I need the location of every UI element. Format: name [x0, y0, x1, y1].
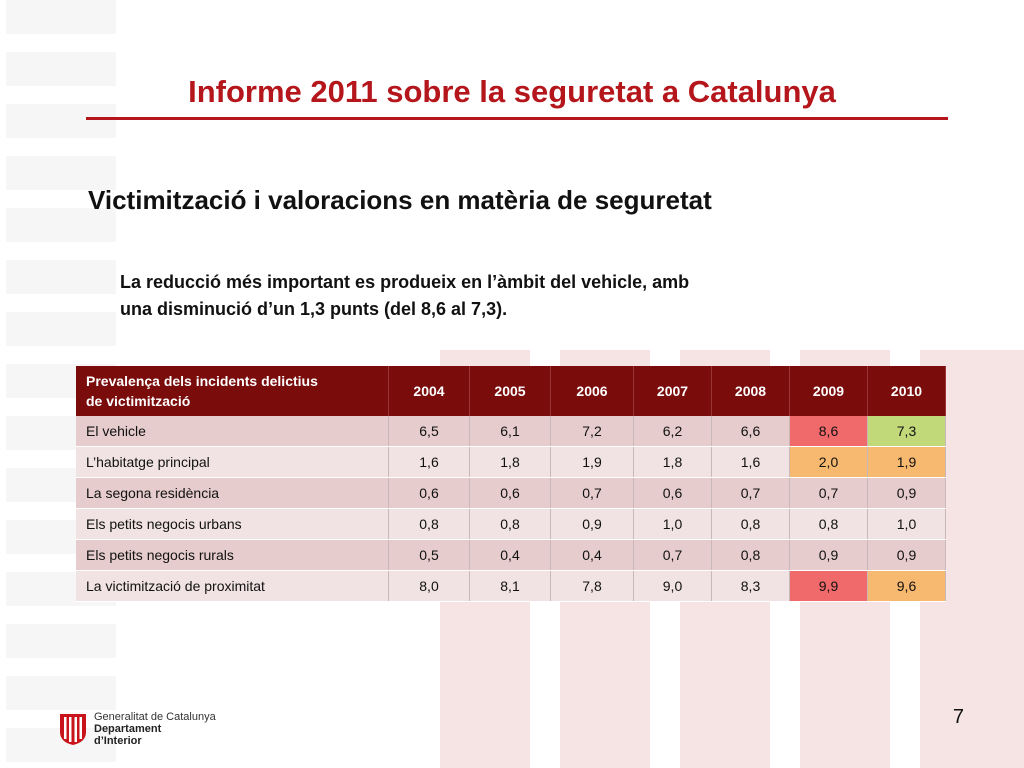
title-divider — [86, 117, 948, 120]
value-cell-2006: 0,9 — [550, 508, 634, 540]
lead-line-2: una disminució d’un 1,3 punts (del 8,6 a… — [120, 299, 508, 319]
lead-line-1: La reducció més important es produeix en… — [120, 272, 690, 292]
org-line-2: Departament — [94, 723, 162, 735]
value-cell-2004: 8,0 — [388, 570, 470, 602]
value-cell-2008: 6,6 — [711, 416, 790, 447]
org-line-1: Generalitat de Catalunya — [94, 711, 216, 723]
organization-name: Generalitat de Catalunya Departament d’I… — [94, 711, 216, 747]
year-header-2010: 2010 — [867, 366, 946, 416]
generalitat-logo-icon — [60, 714, 86, 745]
value-cell-2005: 6,1 — [469, 416, 551, 447]
value-cell-2009: 9,9 — [789, 570, 868, 602]
value-cell-2004: 6,5 — [388, 416, 470, 447]
header-line-2: de victimització — [86, 393, 191, 409]
value-cell-2010: 0,9 — [867, 477, 946, 509]
year-header-2005: 2005 — [469, 366, 551, 416]
value-cell-2008: 0,7 — [711, 477, 790, 509]
year-header-2008: 2008 — [711, 366, 790, 416]
value-cell-2007: 9,0 — [633, 570, 712, 602]
row-label: Els petits negocis rurals — [76, 539, 389, 571]
value-cell-2006: 0,7 — [550, 477, 634, 509]
slide-subtitle: Victimització i valoracions en matèria d… — [88, 185, 712, 215]
footer-logo: Generalitat de Catalunya Departament d’I… — [58, 711, 216, 747]
value-cell-2009: 8,6 — [789, 416, 868, 447]
value-cell-2005: 1,8 — [469, 446, 551, 478]
value-cell-2004: 1,6 — [388, 446, 470, 478]
value-cell-2010: 1,0 — [867, 508, 946, 540]
value-cell-2007: 6,2 — [633, 416, 712, 447]
value-cell-2008: 8,3 — [711, 570, 790, 602]
value-cell-2007: 0,6 — [633, 477, 712, 509]
table-row: Els petits negocis rurals 0,5 0,4 0,4 0,7 0,8… — [76, 539, 946, 571]
value-cell-2004: 0,8 — [388, 508, 470, 540]
value-cell-2005: 0,6 — [469, 477, 551, 509]
value-cell-2006: 7,8 — [550, 570, 634, 602]
value-cell-2010: 0,9 — [867, 539, 946, 571]
value-cell-2007: 1,0 — [633, 508, 712, 540]
org-line-3: d’Interior — [94, 735, 142, 747]
value-cell-2006: 7,2 — [550, 416, 634, 447]
row-label: El vehicle — [76, 416, 389, 447]
value-cell-2009: 0,8 — [789, 508, 868, 540]
slide-title: Informe 2011 sobre la seguretat a Catalu… — [188, 74, 836, 109]
value-cell-2009: 0,9 — [789, 539, 868, 571]
table-row: El vehicle 6,5 6,1 7,2 6,2 6,6 8,6 7,3 — [76, 416, 946, 447]
row-label: Els petits negocis urbans — [76, 508, 389, 540]
page-number: 7 — [952, 706, 964, 728]
year-header-2004: 2004 — [388, 366, 470, 416]
value-cell-2008: 0,8 — [711, 539, 790, 571]
year-header-2006: 2006 — [550, 366, 634, 416]
value-cell-2008: 0,8 — [711, 508, 790, 540]
value-cell-2005: 0,4 — [469, 539, 551, 571]
year-header-2007: 2007 — [633, 366, 712, 416]
header-line-1: Prevalença dels incidents delictius — [86, 373, 318, 389]
table-row: La victimització de proximitat 8,0 8,1 7,8 9… — [76, 570, 946, 602]
value-cell-2004: 0,6 — [388, 477, 470, 509]
value-cell-2010: 1,9 — [867, 446, 946, 478]
value-cell-2010: 7,3 — [867, 416, 946, 447]
table-header-label: Prevalença dels incidents delictius de v… — [76, 366, 389, 416]
value-cell-2010: 9,6 — [867, 570, 946, 602]
value-cell-2007: 1,8 — [633, 446, 712, 478]
value-cell-2009: 2,0 — [789, 446, 868, 478]
year-header-2009: 2009 — [789, 366, 868, 416]
value-cell-2005: 0,8 — [469, 508, 551, 540]
value-cell-2004: 0,5 — [388, 539, 470, 571]
table-row: La segona residència 0,6 0,6 0,7 0,6 0,7 0,7 0,… — [76, 477, 946, 509]
value-cell-2005: 8,1 — [469, 570, 551, 602]
table-row: L’habitatge principal 1,6 1,8 1,9 1,8 1,6 2,0 1… — [76, 446, 946, 478]
victimization-table: Prevalença dels incidents delictius de v… — [76, 366, 946, 602]
row-label: La victimització de proximitat — [76, 570, 389, 602]
table-row: Els petits negocis urbans 0,8 0,8 0,9 1,0 0,8… — [76, 508, 946, 540]
value-cell-2006: 0,4 — [550, 539, 634, 571]
row-label: La segona residència — [76, 477, 389, 509]
value-cell-2007: 0,7 — [633, 539, 712, 571]
value-cell-2008: 1,6 — [711, 446, 790, 478]
value-cell-2006: 1,9 — [550, 446, 634, 478]
row-label: L’habitatge principal — [76, 446, 389, 478]
lead-text: La reducció més important es produeix en… — [120, 269, 880, 323]
table-header-row: Prevalença dels incidents delictius de v… — [76, 366, 946, 416]
value-cell-2009: 0,7 — [789, 477, 868, 509]
